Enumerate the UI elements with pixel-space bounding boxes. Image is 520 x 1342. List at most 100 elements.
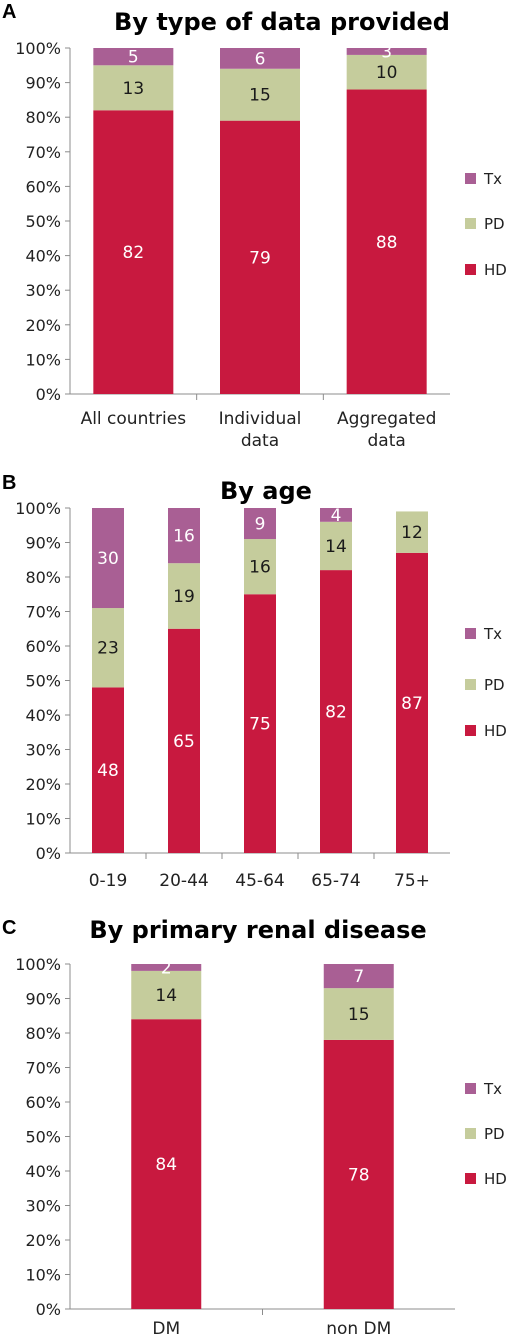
data-label-tx: 7 [353,967,364,987]
x-category-label: data [368,431,406,451]
x-category-label: 65-74 [311,871,360,891]
bar-segment-pd [396,511,428,553]
bar-segment-hd [168,628,200,853]
bar-segment-hd [92,687,124,853]
x-category-label: 20-44 [159,871,208,891]
data-label-hd: 79 [249,248,271,268]
data-label-pd: 13 [123,79,145,99]
y-tick-label: 90% [25,74,61,93]
panel-letter: A [2,1,16,23]
y-tick-label: 0% [36,385,61,404]
y-tick-label: 40% [25,1162,61,1181]
data-label-tx: 6 [255,49,266,69]
legend-swatch-hd [465,264,476,275]
legend-swatch-pd [465,218,476,229]
y-tick-label: 20% [25,775,61,794]
bar-segment-hd [396,552,428,853]
chart-panel-b: B By age 0% 10% 20% 30% 40% 50% 60% 70% 80% 90% 100%… [2,472,507,891]
bar-segment-pd [244,539,276,595]
legend-label-hd: HD [484,722,507,740]
y-tick-label: 90% [25,990,61,1009]
data-label-pd: 15 [249,86,271,106]
y-tick-label: 70% [25,143,61,162]
chart-title: By type of data provided [114,8,450,36]
x-category-label: All countries [81,409,187,429]
bar-segment-pd [93,65,174,111]
legend-swatch-pd [465,1128,476,1139]
x-category-label: 75+ [394,871,430,891]
y-tick-label: 80% [25,108,61,127]
chart-title: By age [220,477,312,505]
x-category-label: non DM [326,1319,391,1339]
data-label-pd: 23 [97,639,119,659]
bar-segment-pd [131,970,202,1020]
y-tick-label: 10% [25,350,61,369]
bar-segment-tx [346,48,427,55]
y-tick-label: 90% [25,534,61,553]
data-label-tx: 3 [381,42,392,62]
data-label-tx: 16 [173,527,195,547]
data-label-hd: 78 [348,1165,370,1185]
bar-segment-tx [131,964,202,971]
data-label-hd: 87 [401,694,423,714]
y-tick-label: 100% [15,499,61,518]
legend-swatch-tx [465,1083,476,1094]
y-tick-label: 80% [25,568,61,587]
bar-segment-pd [346,54,427,90]
bar-segment-hd [346,89,427,395]
x-category-label: 0-19 [89,871,128,891]
data-label-tx: 4 [331,506,342,526]
data-label-hd: 88 [376,233,398,253]
x-category-label: DM [152,1319,180,1339]
y-tick-label: 50% [25,212,61,231]
y-tick-label: 60% [25,637,61,656]
legend-label-pd: PD [484,215,505,233]
legend-label-tx: Tx [483,625,502,643]
panel-letter: C [2,917,16,939]
bar-segment-hd [244,594,276,853]
bar-segment-pd [320,521,352,571]
legend-swatch-hd [465,1173,476,1184]
y-tick-label: 80% [25,1024,61,1043]
legend-label-tx: Tx [483,170,502,188]
bar-segment-pd [323,988,394,1040]
legend-label-tx: Tx [483,1080,502,1098]
data-label-hd: 75 [249,715,271,735]
y-tick-label: 100% [15,955,61,974]
chart-panel-a: A By type of data provided 0% 10% 20% 30% 40% 5… [2,1,507,451]
bar-segment-tx [323,964,394,989]
bar-segment-pd [92,608,124,688]
y-tick-label: 100% [15,39,61,58]
y-tick-label: 10% [25,1266,61,1285]
data-label-tx: 9 [255,515,266,535]
x-category-label: data [241,431,279,451]
y-tick-label: 40% [25,247,61,266]
legend-swatch-tx [465,628,476,639]
data-label-pd: 19 [173,587,195,607]
legend-swatch-tx [465,173,476,184]
data-label-pd: 12 [401,523,423,543]
chart-title: By primary renal disease [89,916,426,944]
data-label-pd: 15 [348,1005,370,1025]
x-category-label: Individual [219,409,302,429]
bar-segment-hd [220,120,300,394]
y-tick-label: 40% [25,706,61,725]
data-label-pd: 10 [376,63,398,83]
legend-swatch-hd [465,725,476,736]
data-label-hd: 82 [325,703,347,723]
y-tick-label: 30% [25,741,61,760]
bar-segment-tx [320,508,352,522]
chart-panel-c: C By primary renal disease 0% 10% 20% 30% 40% 5… [2,916,507,1339]
legend-label-hd: HD [484,1170,507,1188]
bar-segment-pd [168,563,200,629]
data-label-hd: 82 [123,243,145,263]
data-label-hd: 65 [173,732,195,752]
legend-label-pd: PD [484,676,505,694]
bar-segment-hd [131,1019,202,1309]
bar-segment-tx [220,48,300,69]
y-tick-label: 50% [25,672,61,691]
bar-segment-hd [93,110,174,394]
y-tick-label: 30% [25,1197,61,1216]
legend-label-pd: PD [484,1125,505,1143]
